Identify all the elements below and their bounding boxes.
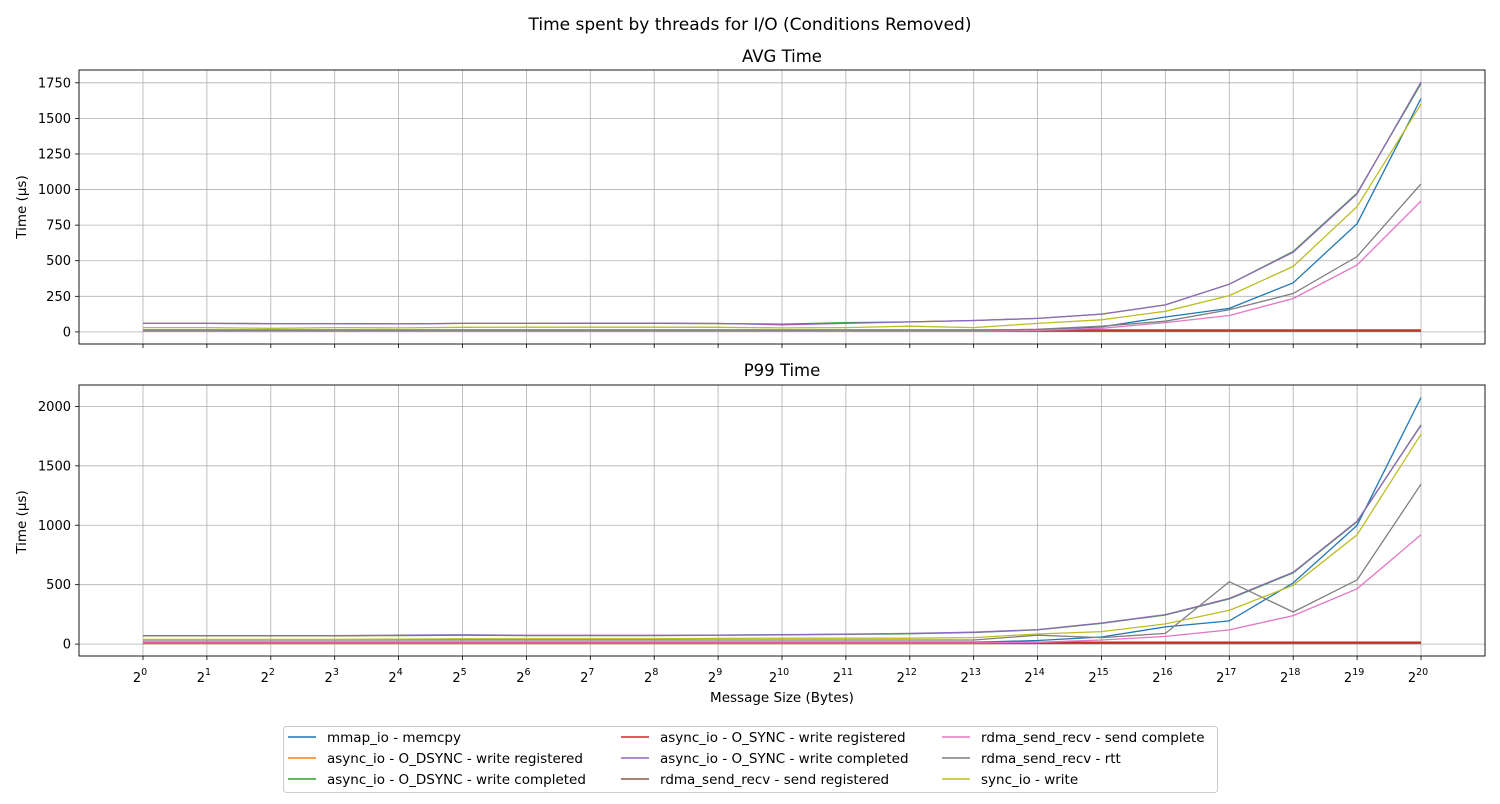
avg-y-tick-label: 1000 (38, 183, 71, 198)
legend: mmap_io - memcpy async_io - O_DSYNC - wri… (283, 726, 1218, 793)
p99-time-panel: P99 Time Time (µs) Message Size (Bytes) … (14, 361, 1486, 706)
legend-label: rdma_send_recv - rtt (981, 751, 1121, 767)
avg-y-tick-label: 250 (46, 290, 71, 305)
legend-label: async_io - O_DSYNC - write completed (327, 772, 586, 788)
p99-y-tick-label: 500 (46, 578, 71, 593)
avg-y-tick-label: 0 (63, 325, 71, 340)
p99-series-sync-io-write (143, 433, 1422, 641)
avg-series-rdma-send-recv-send-complete (143, 200, 1422, 332)
avg-y-tick-label: 1750 (38, 76, 71, 91)
figure-suptitle: Time spent by threads for I/O (Condition… (528, 15, 972, 35)
p99-series-rdma-send-recv-send-complete (143, 534, 1422, 644)
x-axis-label: Message Size (Bytes) (710, 690, 854, 706)
p99-y-tick-label: 1000 (38, 519, 71, 534)
p99-y-tick-label: 0 (63, 638, 71, 653)
avg-time-ylabel: Time (µs) (14, 175, 30, 240)
avg-series-sync-io-write (143, 103, 1422, 329)
avg-y-tick-label: 500 (46, 254, 71, 269)
p99-series-rdma-send-recv-rtt (143, 483, 1422, 641)
legend-label: mmap_io - memcpy (327, 730, 461, 746)
legend-label: rdma_send_recv - send registered (660, 772, 889, 788)
legend-label: async_io - O_SYNC - write registered (660, 730, 906, 746)
p99-time-ylabel: Time (µs) (14, 490, 30, 555)
avg-time-panel: AVG Time Time (µs) 0 250 500 750 1000 1250 150… (14, 47, 1486, 348)
p99-axes-frame (78, 384, 1486, 657)
legend-label: sync_io - write (981, 772, 1078, 788)
p99-series-async-io-o-sync-write-completed (143, 425, 1422, 637)
p99-y-tick-label: 1500 (38, 459, 71, 474)
avg-y-tick-label: 1250 (38, 147, 71, 162)
avg-series-async-io-o-sync-write-completed (143, 81, 1422, 326)
p99-time-title: P99 Time (744, 361, 821, 380)
avg-series-rdma-send-recv-rtt (143, 183, 1422, 331)
legend-label: async_io - O_DSYNC - write registered (327, 751, 583, 767)
legend-label: async_io - O_SYNC - write completed (660, 751, 909, 767)
legend-label: rdma_send_recv - send complete (981, 730, 1205, 746)
avg-y-tick-label: 750 (46, 219, 71, 234)
p99-y-tick-label: 2000 (38, 400, 71, 415)
avg-axes-frame (78, 69, 1486, 345)
avg-time-title: AVG Time (742, 47, 822, 66)
legend-frame (283, 726, 1218, 793)
avg-y-tick-label: 1500 (38, 112, 71, 127)
